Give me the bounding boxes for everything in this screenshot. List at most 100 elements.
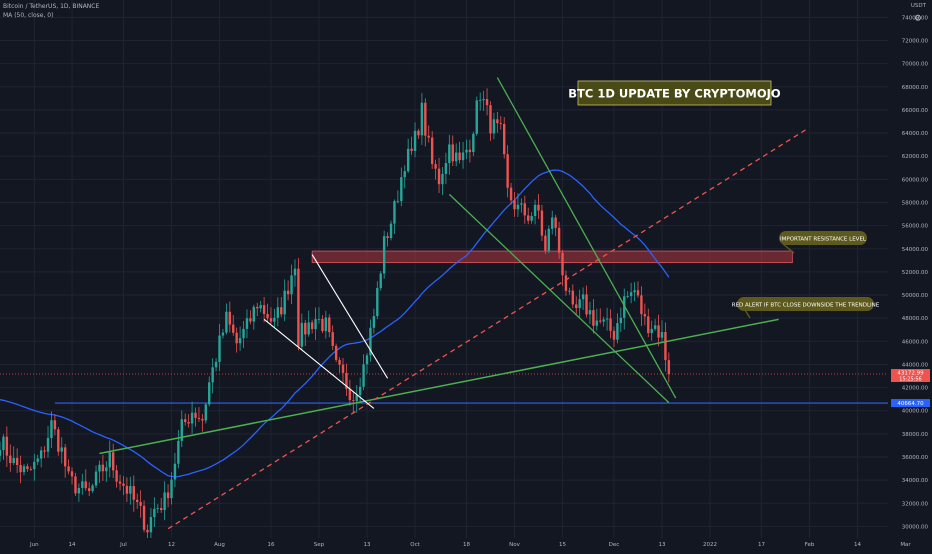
trendline-drawings[interactable]	[99, 77, 807, 530]
candle-body	[177, 440, 180, 464]
candle-body	[15, 458, 19, 466]
candle-body	[448, 144, 451, 164]
candle-body	[276, 307, 280, 318]
candle-body	[33, 461, 36, 470]
candle-body	[578, 299, 581, 309]
candle-body	[406, 148, 410, 172]
candle-body	[561, 252, 564, 276]
x-tick-label: 13	[658, 542, 665, 548]
x-tick-label: Oct	[410, 542, 420, 548]
candle-body	[334, 345, 338, 360]
candle-body	[208, 382, 211, 405]
candle-body	[98, 464, 101, 472]
candle-body	[341, 364, 345, 373]
candle-body	[153, 508, 156, 518]
annotation-labels[interactable]: BTC 1D UPDATE BY CRYPTOMOJO IMPORTANT RES…	[568, 80, 880, 319]
y-axis[interactable]: 30000.00 32000.00 34000.00 36000.00 38000.00…	[888, 0, 932, 550]
candle-body	[588, 310, 592, 315]
candle-body	[451, 144, 454, 162]
candle-body	[544, 235, 547, 251]
candle-body	[468, 149, 472, 153]
candle-body	[108, 452, 111, 468]
last-price-value: 43172.99	[897, 371, 924, 377]
y-tick-label: 68000.00	[902, 85, 929, 91]
candle-body	[136, 499, 139, 502]
candle-body	[581, 294, 585, 300]
support-badge	[891, 399, 930, 408]
candle-body	[657, 325, 660, 338]
candle-body	[355, 394, 358, 401]
candle-body	[149, 517, 153, 533]
candle-body	[554, 217, 557, 228]
candle-body	[602, 319, 605, 322]
candle-body	[427, 135, 430, 138]
ma-indicator-label[interactable]: MA (50, close, 0)	[3, 12, 54, 19]
candle-body	[84, 481, 87, 489]
candle-body	[571, 290, 575, 305]
x-tick-label: 14	[854, 542, 861, 548]
candle-body	[485, 99, 489, 106]
candle-body	[53, 420, 57, 430]
candle-body	[269, 318, 273, 322]
candle-body	[664, 332, 667, 361]
candle-body	[173, 463, 177, 480]
note-red-alert-bg	[737, 297, 874, 311]
candle-body	[187, 421, 190, 424]
candle-body	[636, 290, 640, 296]
candle-body	[640, 295, 643, 315]
candle-body	[256, 306, 259, 309]
candle-body	[633, 290, 636, 293]
candle-body	[50, 420, 53, 439]
candle-body	[60, 447, 63, 452]
candle-body	[520, 203, 523, 205]
candle-body	[314, 319, 317, 330]
y-tick-label: 72000.00	[902, 38, 929, 44]
candle-body	[660, 332, 664, 338]
candle-body	[358, 386, 362, 395]
candle-body	[623, 296, 626, 318]
candle-body	[441, 173, 444, 185]
candle-body	[228, 311, 232, 325]
y-tick-label: 62000.00	[902, 154, 929, 160]
candle-body	[214, 361, 218, 368]
candle-body	[142, 505, 146, 530]
candle-body	[211, 367, 214, 383]
candle-body	[304, 322, 307, 335]
y-tick-label: 54000.00	[902, 247, 929, 253]
candle-body	[643, 314, 647, 317]
candle-body	[382, 236, 386, 274]
candle-body	[376, 288, 379, 317]
note-red-alert-text: RED ALERT IF BTC CLOSE DOWNSIDE THE TREN…	[732, 303, 880, 309]
candle-body	[204, 404, 207, 421]
candle-body	[616, 323, 619, 340]
candle-body	[197, 417, 201, 419]
green-falling-line-1	[448, 193, 670, 404]
candle-body	[362, 364, 365, 387]
candle-body	[122, 483, 125, 486]
x-axis[interactable]: Jun 14 Jul 12 Aug 16 Sep 13 Oct 18 Nov 15 Dec 13 2022 1…	[0, 538, 932, 550]
candle-body	[331, 332, 334, 346]
candle-body	[300, 322, 304, 347]
last-price-badge	[891, 369, 930, 383]
candle-body	[70, 471, 74, 477]
candle-body	[67, 466, 70, 472]
last-price-countdown: 15:25:56	[899, 377, 921, 383]
gear-icon[interactable]: ⚙	[913, 14, 922, 24]
symbol-title[interactable]: Bitcoin / TetherUS, 1D, BINANCE	[3, 3, 100, 10]
candle-body	[338, 359, 341, 365]
candle-body	[262, 305, 266, 314]
candle-body	[132, 486, 135, 500]
candle-body	[249, 318, 252, 322]
candle-body	[461, 152, 465, 161]
y-tick-label: 66000.00	[902, 108, 929, 114]
candle-body	[492, 119, 496, 134]
candle-body	[400, 177, 403, 202]
candle-body	[293, 268, 297, 276]
candle-body	[321, 318, 324, 332]
candle-body	[348, 388, 352, 401]
candle-body	[81, 481, 84, 488]
candle-body	[352, 400, 355, 401]
white-channel-line-2	[311, 254, 389, 379]
